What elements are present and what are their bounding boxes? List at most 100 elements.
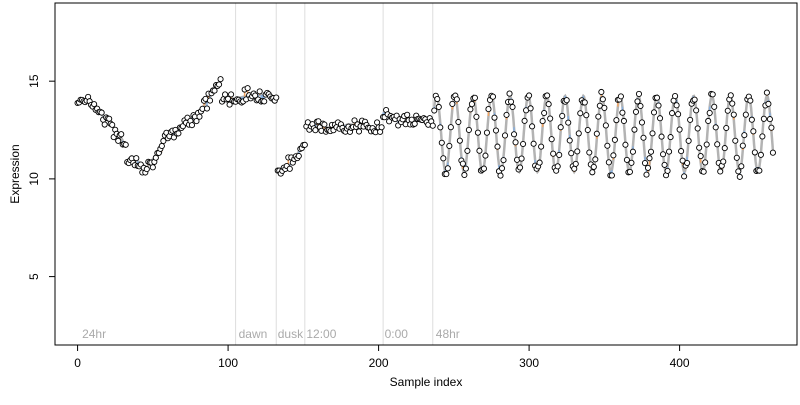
data-point	[706, 109, 713, 116]
data-point	[659, 151, 667, 158]
data-point	[604, 142, 611, 149]
data-point	[610, 152, 617, 159]
data-point	[619, 109, 626, 116]
data-point	[620, 117, 627, 125]
data-point	[602, 122, 609, 129]
data-point	[517, 164, 524, 171]
data-point	[175, 130, 182, 137]
data-point	[617, 93, 624, 100]
data-point	[748, 116, 755, 123]
data-point	[766, 116, 773, 123]
data-point	[646, 155, 653, 162]
data-point	[211, 87, 218, 94]
data-point	[529, 123, 536, 130]
data-point	[650, 109, 658, 116]
data-point	[482, 152, 489, 159]
data-point	[228, 91, 235, 98]
data-point	[538, 143, 545, 150]
y-tick-label: 10	[27, 172, 41, 186]
data-point	[681, 173, 688, 180]
data-point	[649, 130, 656, 137]
data-point	[608, 172, 615, 179]
data-point	[738, 163, 745, 170]
data-point	[673, 102, 680, 109]
data-point	[471, 94, 478, 101]
data-point	[735, 168, 742, 175]
data-point	[554, 163, 561, 170]
data-point	[712, 124, 719, 131]
data-point	[518, 155, 525, 162]
data-point	[321, 121, 328, 128]
data-point	[501, 132, 509, 139]
data-point	[101, 121, 108, 128]
data-point	[503, 111, 510, 118]
data-point	[669, 110, 676, 117]
data-point	[739, 142, 746, 149]
data-point	[429, 122, 436, 129]
data-point	[521, 117, 528, 124]
data-point	[724, 107, 731, 114]
data-point	[498, 165, 506, 172]
data-point	[598, 88, 605, 96]
data-point	[378, 124, 385, 131]
data-point	[575, 130, 582, 137]
data-point	[565, 119, 572, 126]
data-point	[106, 115, 113, 122]
data-point	[559, 112, 566, 120]
data-point	[437, 124, 444, 131]
data-point	[507, 98, 515, 105]
y-axis: 5 10 15	[27, 74, 55, 280]
data-point	[118, 131, 125, 138]
data-point	[709, 91, 716, 98]
data-point	[193, 118, 200, 125]
data-point	[765, 100, 772, 107]
data-point	[440, 155, 447, 162]
data-point	[666, 148, 673, 155]
data-point	[572, 160, 579, 167]
data-point	[702, 159, 709, 166]
data-point	[605, 159, 612, 166]
phase-label: 0:00	[385, 327, 409, 341]
data-point	[691, 96, 698, 103]
data-point	[729, 100, 736, 107]
data-point	[404, 111, 411, 118]
data-point	[536, 159, 543, 166]
data-point	[723, 124, 730, 132]
data-point	[637, 102, 644, 110]
data-point	[714, 141, 721, 148]
phase-label: dawn	[239, 327, 268, 341]
data-point	[733, 154, 740, 161]
data-point	[256, 88, 263, 95]
data-point	[149, 164, 156, 171]
data-point	[312, 127, 319, 134]
data-point	[453, 96, 460, 103]
data-point	[489, 93, 497, 100]
data-point	[539, 118, 546, 125]
data-point	[742, 111, 749, 118]
data-point	[568, 150, 575, 157]
data-point	[474, 129, 481, 136]
data-point	[510, 131, 518, 138]
data-point	[98, 109, 105, 116]
data-point	[623, 156, 630, 163]
data-point	[635, 90, 643, 97]
data-point	[687, 116, 694, 123]
data-point	[462, 165, 469, 172]
data-point	[473, 113, 480, 120]
data-point	[756, 167, 763, 174]
data-point	[431, 107, 438, 114]
data-point	[577, 110, 584, 117]
data-point	[476, 147, 483, 154]
data-point	[286, 165, 293, 172]
data-point	[273, 94, 280, 101]
data-point	[143, 166, 150, 173]
y-tick-label: 5	[27, 273, 41, 280]
data-point	[717, 168, 724, 175]
data-point	[641, 160, 649, 167]
y-tick-label: 15	[27, 74, 41, 88]
data-point	[664, 167, 671, 174]
data-point	[732, 137, 739, 144]
data-point	[492, 127, 500, 134]
x-tick-label: 100	[218, 356, 238, 370]
